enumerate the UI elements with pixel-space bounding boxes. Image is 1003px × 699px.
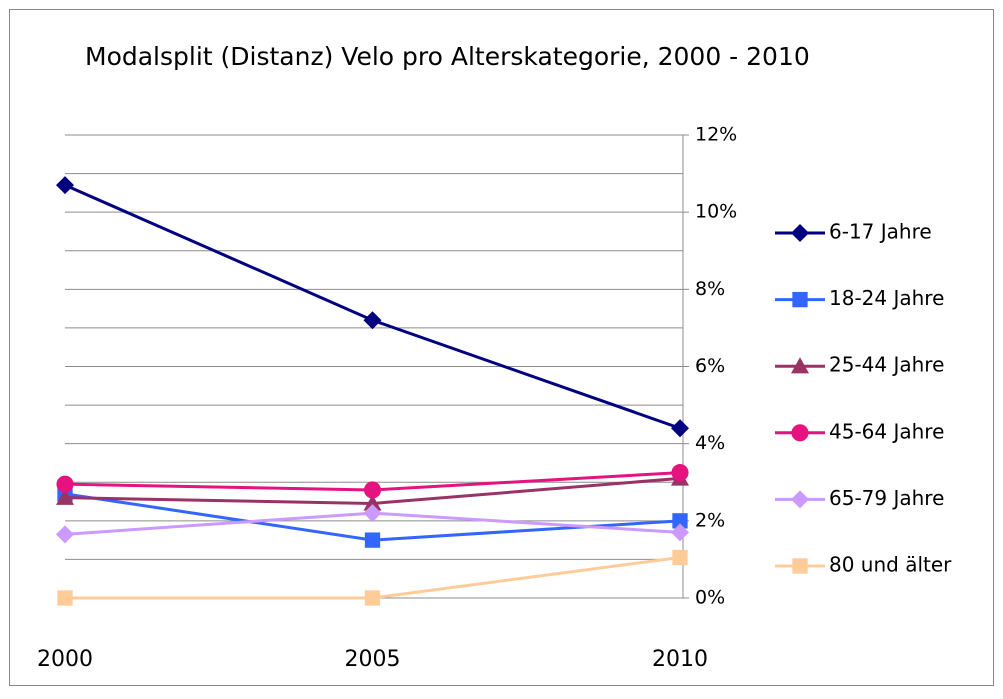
- legend-label: 45-64 Jahre: [829, 419, 944, 443]
- legend-marker: [791, 224, 809, 242]
- data-point: [672, 513, 688, 529]
- data-point: [56, 488, 74, 505]
- legend-label: 25-44 Jahre: [829, 353, 944, 377]
- data-point: [363, 481, 382, 499]
- x-tick-label: 2000: [37, 647, 93, 672]
- data-point: [363, 311, 382, 330]
- y-tick-label: 0%: [695, 587, 725, 609]
- legend-marker: [792, 558, 808, 574]
- data-point: [671, 464, 689, 482]
- data-point: [363, 504, 382, 523]
- x-tick-label: 2005: [345, 647, 401, 672]
- y-tick-label: 6%: [695, 355, 725, 377]
- data-point: [56, 475, 74, 493]
- data-point: [671, 523, 689, 542]
- legend-label: 80 und älter: [829, 553, 952, 577]
- legend-marker: [791, 490, 809, 509]
- data-point: [671, 419, 689, 438]
- legend-label: 6-17 Jahre: [829, 220, 932, 244]
- data-point: [672, 549, 688, 566]
- legend-label: 18-24 Jahre: [829, 286, 944, 310]
- y-tick-label: 4%: [695, 432, 725, 454]
- chart-frame: [9, 9, 994, 686]
- data-point: [364, 590, 381, 606]
- legend-marker: [792, 291, 808, 308]
- legend-marker: [791, 357, 809, 374]
- y-tick-label: 2%: [695, 509, 725, 531]
- x-tick-label: 2010: [652, 647, 708, 672]
- chart-title: Modalsplit (Distanz) Velo pro Alterskate…: [85, 42, 810, 71]
- data-point: [56, 176, 74, 195]
- y-tick-label: 8%: [695, 278, 725, 300]
- data-point: [57, 590, 73, 606]
- y-tick-label: 12%: [695, 124, 737, 146]
- data-point: [56, 525, 74, 544]
- y-tick-label: 10%: [695, 201, 737, 223]
- legend-label: 65-79 Jahre: [829, 486, 944, 510]
- legend-marker: [791, 424, 809, 442]
- data-point: [364, 532, 381, 548]
- data-point: [363, 494, 382, 511]
